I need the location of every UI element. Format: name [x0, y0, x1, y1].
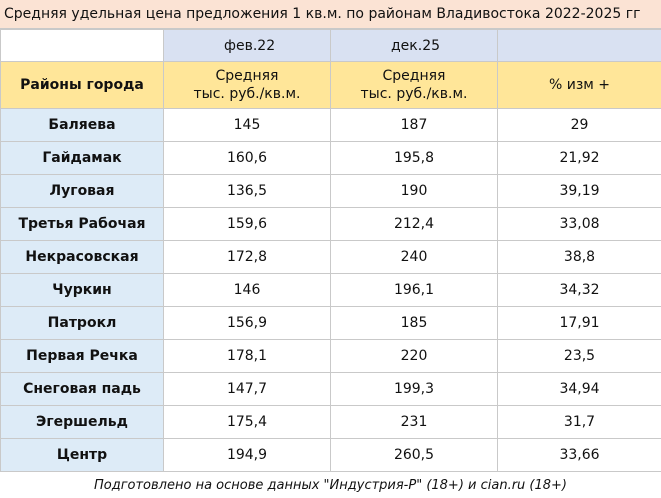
value-cell: 17,91: [497, 306, 661, 340]
district-cell: Патрокл: [0, 306, 164, 340]
value-cell: 260,5: [330, 438, 498, 472]
data-row: Снеговая падь 147,7 199,3 34,94: [0, 372, 661, 406]
value-cell: 160,6: [163, 141, 331, 175]
empty-cell: [497, 29, 661, 62]
value-cell: 33,08: [497, 207, 661, 241]
data-row: Некрасовская 172,8 240 38,8: [0, 240, 661, 274]
data-row: Третья Рабочая 159,6 212,4 33,08: [0, 207, 661, 241]
value-cell: 212,4: [330, 207, 498, 241]
value-cell: 159,6: [163, 207, 331, 241]
value-cell: 31,7: [497, 405, 661, 439]
header-cell: Районы города: [0, 61, 164, 109]
header-cell: % изм +: [497, 61, 661, 109]
value-cell: 38,8: [497, 240, 661, 274]
header-line: тыс. руб./кв.м.: [193, 86, 301, 102]
header-row: Районы города Средняя тыс. руб./кв.м. Средн…: [0, 61, 661, 109]
data-row: Патрокл 156,9 185 17,91: [0, 306, 661, 340]
district-cell: Некрасовская: [0, 240, 164, 274]
district-cell: Снеговая падь: [0, 372, 164, 406]
district-cell: Первая Речка: [0, 339, 164, 373]
header-line: Средняя: [215, 68, 279, 84]
period-row: фев.22 дек.25: [0, 29, 661, 62]
district-cell: Третья Рабочая: [0, 207, 164, 241]
value-cell: 156,9: [163, 306, 331, 340]
district-cell: Центр: [0, 438, 164, 472]
header-cell: Средняя тыс. руб./кв.м.: [330, 61, 498, 109]
district-cell: Эгершельд: [0, 405, 164, 439]
district-cell: Чуркин: [0, 273, 164, 307]
value-cell: 195,8: [330, 141, 498, 175]
data-row: Баляева 145 187 29: [0, 108, 661, 142]
value-cell: 190: [330, 174, 498, 208]
value-cell: 175,4: [163, 405, 331, 439]
value-cell: 231: [330, 405, 498, 439]
data-row: Первая Речка 178,1 220 23,5: [0, 339, 661, 373]
value-cell: 147,7: [163, 372, 331, 406]
value-cell: 199,3: [330, 372, 498, 406]
header-line: Районы города: [20, 77, 144, 93]
value-cell: 240: [330, 240, 498, 274]
value-cell: 172,8: [163, 240, 331, 274]
value-cell: 185: [330, 306, 498, 340]
value-cell: 136,5: [163, 174, 331, 208]
value-cell: 145: [163, 108, 331, 142]
title: Средняя удельная цена предложения 1 кв.м…: [0, 0, 661, 29]
footnote: Подготовлено на основе данных "Индустрия…: [93, 478, 568, 493]
empty-cell: [0, 29, 164, 62]
value-cell: 194,9: [163, 438, 331, 472]
district-cell: Баляева: [0, 108, 164, 142]
value-cell: 220: [330, 339, 498, 373]
data-row: Центр 194,9 260,5 33,66: [0, 438, 661, 472]
data-row: Гайдамак 160,6 195,8 21,92: [0, 141, 661, 175]
value-cell: 33,66: [497, 438, 661, 472]
value-cell: 187: [330, 108, 498, 142]
price-table: фев.22 дек.25 Районы города Средняя тыс. руб…: [0, 29, 661, 472]
value-cell: 23,5: [497, 339, 661, 373]
value-cell: 21,92: [497, 141, 661, 175]
value-cell: 39,19: [497, 174, 661, 208]
header-line: Средняя: [382, 68, 446, 84]
period-cell: фев.22: [163, 29, 331, 62]
header-line: % изм +: [548, 77, 611, 93]
value-cell: 196,1: [330, 273, 498, 307]
value-cell: 146: [163, 273, 331, 307]
data-row: Эгершельд 175,4 231 31,7: [0, 405, 661, 439]
district-cell: Луговая: [0, 174, 164, 208]
period-cell: дек.25: [330, 29, 498, 62]
header-cell: Средняя тыс. руб./кв.м.: [163, 61, 331, 109]
value-cell: 29: [497, 108, 661, 142]
value-cell: 34,32: [497, 273, 661, 307]
value-cell: 178,1: [163, 339, 331, 373]
data-row: Чуркин 146 196,1 34,32: [0, 273, 661, 307]
data-row: Луговая 136,5 190 39,19: [0, 174, 661, 208]
header-line: тыс. руб./кв.м.: [360, 86, 468, 102]
value-cell: 34,94: [497, 372, 661, 406]
district-cell: Гайдамак: [0, 141, 164, 175]
